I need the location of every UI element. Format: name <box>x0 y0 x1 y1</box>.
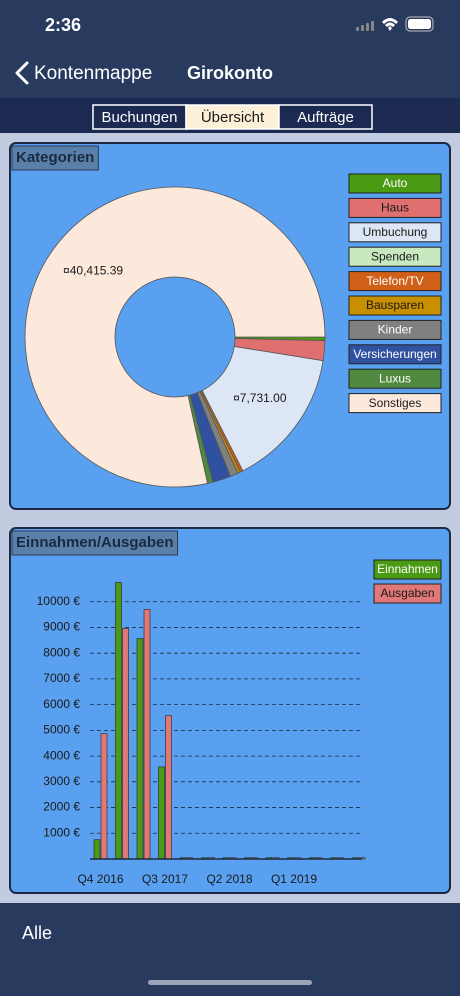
y-tick-label: 5000 € <box>43 723 80 737</box>
segment-label[interactable]: Übersicht <box>201 108 265 126</box>
y-tick-label: 10000 € <box>37 594 81 608</box>
legend-label: Einnahmen <box>377 562 438 576</box>
segment[interactable] <box>278 104 373 130</box>
legend-label: Auto <box>383 176 408 190</box>
legend-label: Bausparen <box>366 298 424 312</box>
legend-swatch <box>348 222 442 243</box>
segment[interactable] <box>92 104 187 130</box>
legend-label: Umbuchung <box>363 225 428 239</box>
bar <box>165 715 172 860</box>
y-tick-label: 3000 € <box>43 774 80 788</box>
legend-swatch <box>348 271 442 292</box>
battery-frame <box>405 16 434 32</box>
legend-label: Kinder <box>378 323 413 337</box>
segment[interactable] <box>185 104 280 130</box>
bar <box>122 628 129 860</box>
y-tick-label: 2000 € <box>43 800 80 814</box>
slice-label: ¤7,731.00 <box>233 391 287 405</box>
legend-swatch <box>348 197 442 218</box>
bar <box>143 609 151 860</box>
signal-bar <box>356 27 359 31</box>
slice-label: ¤40,415.39 <box>63 263 123 277</box>
legend-swatch <box>348 368 442 389</box>
pie-panel: Kategorien ¤7,731.00 ¤40,415.39 Auto Haus Umb… <box>9 142 451 510</box>
legend-label: Versicherungen <box>353 347 436 361</box>
y-tick-label: 4000 € <box>43 748 80 762</box>
legend-label: Telefon/TV <box>366 274 423 288</box>
y-tick-label: 8000 € <box>43 645 80 659</box>
panel-title-tab <box>11 530 179 556</box>
legend-label: Luxus <box>379 371 411 385</box>
back-button[interactable]: Kontenmappe <box>34 63 152 84</box>
legend-label: Haus <box>381 201 409 215</box>
y-tick-label: 9000 € <box>43 620 80 634</box>
segment-label[interactable]: Buchungen <box>102 109 178 126</box>
toolbar-label[interactable]: Alle <box>22 923 52 943</box>
panel-title: Einnahmen/Ausgaben <box>16 534 174 551</box>
nav-background <box>0 0 460 98</box>
legend-label: Ausgaben <box>380 586 434 600</box>
segmented-control: Buchungen Übersicht Aufträge <box>92 104 373 130</box>
panel-title-tab <box>11 145 99 171</box>
battery-level <box>408 19 431 29</box>
x-tick-label: Q4 2016 <box>77 872 123 886</box>
bar <box>136 638 144 860</box>
status-icons <box>356 16 434 32</box>
signal-bar <box>361 25 364 31</box>
y-tick-label: 7000 € <box>43 671 80 685</box>
signal-bar <box>371 21 374 31</box>
y-tick-label: 6000 € <box>43 697 80 711</box>
legend-swatch <box>348 319 442 340</box>
panel-title: Kategorien <box>16 149 94 166</box>
legend-swatch <box>348 246 442 267</box>
pie-slice <box>201 346 324 472</box>
status-time: 2:36 <box>45 15 81 35</box>
legend-label: Spenden <box>371 249 419 263</box>
nav-title: Girokonto <box>187 63 273 83</box>
pie-slice <box>24 186 326 488</box>
x-tick-label: Q1 2019 <box>271 872 317 886</box>
legend-label: Sonstiges <box>369 396 422 410</box>
legend-swatch <box>348 393 442 414</box>
legend-swatch <box>348 173 442 194</box>
bar <box>158 766 165 860</box>
legend-swatch <box>348 295 442 316</box>
legend-swatch <box>348 344 442 365</box>
bar <box>100 733 108 860</box>
bar <box>93 839 101 860</box>
legend-swatch <box>373 559 442 580</box>
legend-swatch <box>373 583 442 604</box>
x-tick-label: Q2 2018 <box>206 872 252 886</box>
home-indicator <box>148 980 312 985</box>
wifi-icon <box>382 18 398 31</box>
back-chevron[interactable] <box>15 61 29 85</box>
signal-bar <box>366 23 369 31</box>
y-tick-label: 1000 € <box>43 825 80 839</box>
bar <box>115 582 122 860</box>
segment-label[interactable]: Aufträge <box>297 109 354 126</box>
x-tick-label: Q3 2017 <box>142 872 188 886</box>
bar-panel: Einnahmen/Ausgaben 1000 € 2000 € 3000 € 4000… <box>9 527 451 894</box>
